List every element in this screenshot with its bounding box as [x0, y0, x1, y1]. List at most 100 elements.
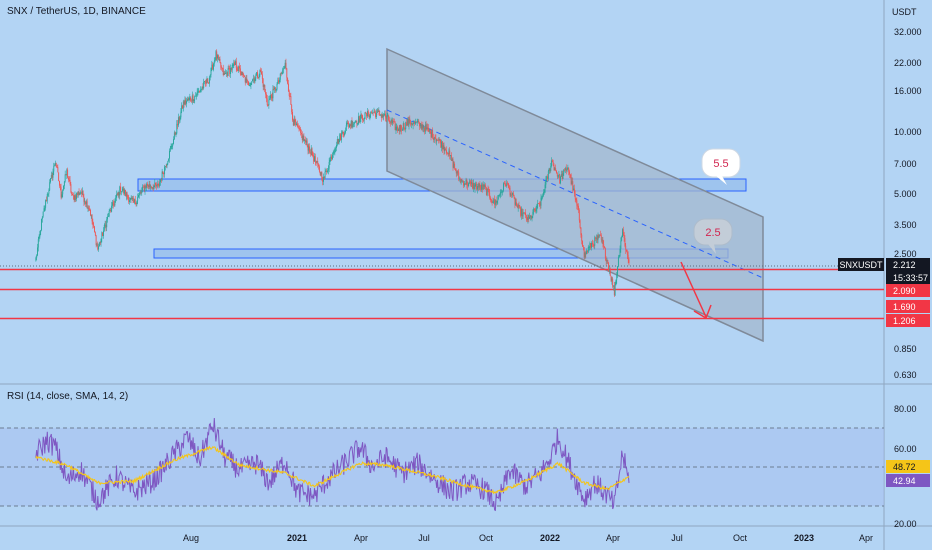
- candle-body: [587, 247, 589, 253]
- candle-body: [558, 174, 560, 176]
- candle-body: [140, 192, 142, 194]
- candle-body: [576, 200, 578, 206]
- candlestick-series: [35, 49, 630, 298]
- candle-body: [432, 130, 434, 138]
- candle-body: [242, 71, 244, 74]
- time-label: Aug: [183, 533, 199, 543]
- candle-body: [145, 185, 147, 188]
- candle-body: [241, 71, 243, 75]
- channel-midline[interactable]: [386, 109, 764, 279]
- candle-body: [399, 124, 401, 132]
- candle-body: [98, 242, 100, 247]
- candle-body: [68, 179, 70, 181]
- candle-body: [578, 210, 580, 221]
- candle-body: [164, 166, 166, 167]
- candle-body: [627, 255, 629, 260]
- callout-text-bottom: 2.5: [705, 227, 720, 239]
- candle-body: [60, 187, 62, 198]
- candle-body: [441, 141, 443, 148]
- candle-body: [283, 68, 284, 70]
- candle-body: [452, 159, 454, 168]
- candle-body: [493, 198, 495, 203]
- candle-body: [213, 61, 215, 64]
- candle-body: [485, 187, 487, 195]
- candle-body: [620, 240, 622, 249]
- candle-body: [466, 179, 468, 186]
- candle-body: [556, 170, 557, 174]
- candle-body: [111, 202, 113, 206]
- candle-body: [284, 62, 286, 67]
- candle-body: [459, 178, 461, 183]
- candle-body: [402, 129, 403, 131]
- candle-body: [183, 101, 185, 105]
- candle-body: [267, 104, 269, 106]
- candle-body: [355, 121, 357, 123]
- candle-body: [160, 179, 161, 183]
- candle-body: [350, 121, 352, 127]
- candle-body: [612, 278, 614, 287]
- candle-body: [92, 221, 94, 225]
- candle-body: [488, 189, 490, 193]
- candle-body: [348, 123, 350, 128]
- candle-body: [298, 128, 300, 130]
- candle-body: [309, 152, 311, 154]
- candle-body: [436, 140, 438, 142]
- time-label: Apr: [859, 533, 873, 543]
- candle-body: [173, 132, 175, 140]
- candle-body: [191, 95, 193, 102]
- callout-bubble-top[interactable]: 5.5: [701, 148, 741, 185]
- candle-body: [91, 214, 93, 222]
- candle-body: [516, 205, 518, 208]
- candle-body: [366, 113, 368, 117]
- candle-body: [135, 202, 137, 205]
- candle-body: [305, 140, 307, 143]
- candle-body: [280, 73, 282, 75]
- rsi-series: [35, 417, 630, 512]
- candle-body: [37, 247, 38, 256]
- candle-body: [219, 59, 221, 63]
- price-tick-label: 16.000: [894, 86, 922, 96]
- candle-body: [455, 170, 457, 174]
- candle-body: [126, 192, 128, 197]
- price-tick-label: 32.000: [894, 27, 922, 37]
- projection-arrow[interactable]: [680, 261, 712, 320]
- candle-body: [420, 123, 422, 129]
- callout-bubble-bottom[interactable]: 2.5: [693, 218, 733, 254]
- candle-body: [526, 218, 528, 220]
- candle-body: [176, 123, 178, 134]
- candle-body: [463, 180, 465, 186]
- candle-body: [496, 200, 498, 203]
- candle-body: [76, 193, 78, 195]
- candle-body: [125, 192, 127, 197]
- candle-body: [572, 181, 574, 191]
- candle-body: [577, 205, 579, 207]
- candle-body: [388, 115, 390, 121]
- candle-body: [521, 208, 523, 217]
- symbol-legend[interactable]: SNX / TetherUS, 1D, BINANCE: [7, 6, 146, 17]
- candle-body: [477, 186, 479, 188]
- candle-body: [44, 207, 46, 209]
- candle-body: [211, 64, 213, 68]
- candle-body: [491, 201, 493, 203]
- candle-body: [463, 183, 465, 186]
- candle-body: [592, 243, 594, 245]
- candle-body: [560, 176, 561, 184]
- candle-body: [479, 183, 481, 187]
- candle-body: [62, 189, 64, 195]
- rsi-legend[interactable]: RSI (14, close, SMA, 14, 2): [7, 391, 129, 402]
- candle-body: [248, 85, 250, 87]
- candle-body: [415, 121, 416, 124]
- level-badge-text: 1.206: [893, 316, 916, 326]
- candle-body: [301, 134, 303, 141]
- candle-body: [410, 123, 412, 125]
- candle-body: [237, 70, 239, 71]
- candle-body: [335, 147, 337, 149]
- candle-body: [332, 152, 334, 155]
- candle-body: [547, 171, 549, 179]
- candle-body: [216, 51, 218, 59]
- candle-body: [609, 269, 611, 277]
- candle-body: [402, 123, 404, 130]
- candle-body: [257, 72, 258, 78]
- candle-body: [512, 192, 514, 196]
